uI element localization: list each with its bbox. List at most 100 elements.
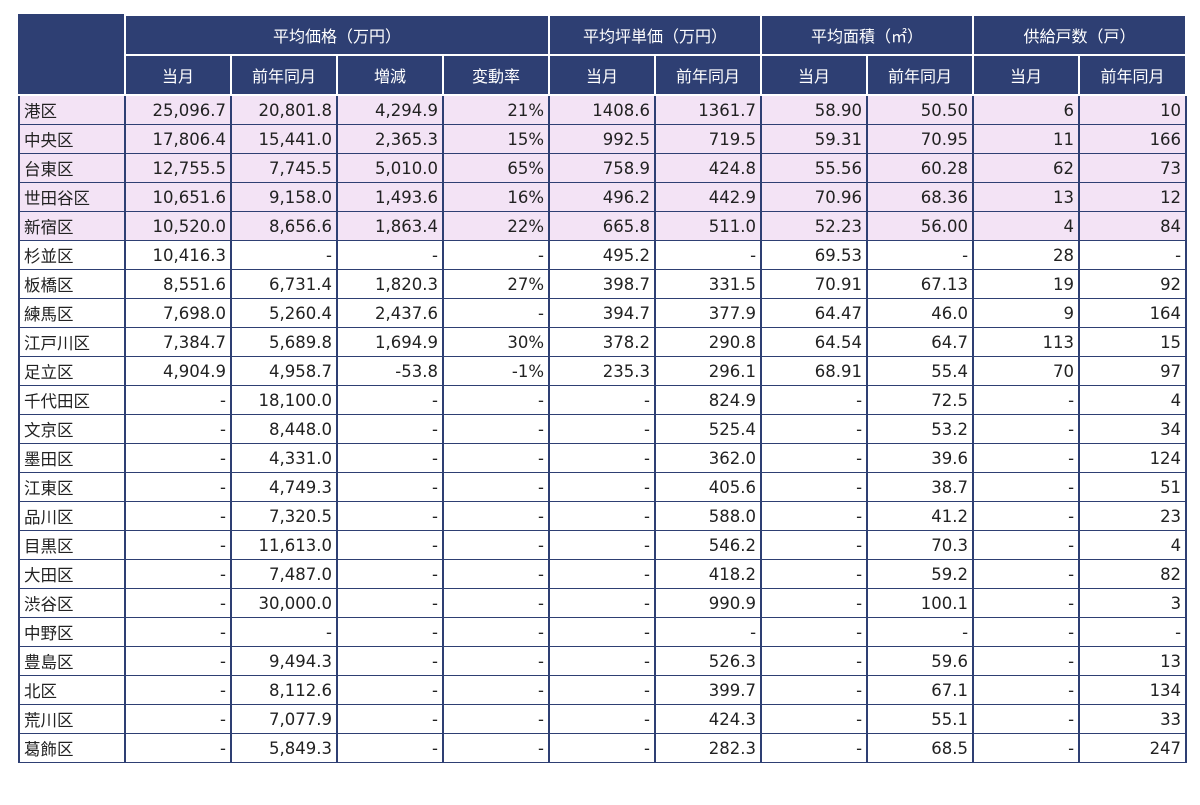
group-header-supply-units: 供給戸数（戸） (972, 14, 1188, 56)
value-cell: 11,613.0 (230, 530, 338, 560)
value-cell: 424.3 (654, 704, 763, 734)
value-cell: 15% (441, 124, 551, 154)
value-cell: - (548, 472, 657, 502)
value-cell: 4 (1078, 385, 1188, 415)
value-cell: - (124, 617, 232, 647)
value-cell: - (760, 443, 869, 473)
sub-header-cell: 前年同月 (654, 54, 763, 96)
ward-name-cell: 北区 (18, 675, 126, 705)
value-cell: 247 (1078, 733, 1188, 763)
value-cell: 82 (1078, 559, 1188, 589)
value-cell: 55.56 (760, 153, 869, 183)
value-cell: 11 (972, 124, 1081, 154)
data-table-wrapper: 平均価格（万円） 平均坪単価（万円） 平均面積（㎡） 供給戸数（戸） 当月 前年… (18, 14, 1188, 763)
value-cell: - (124, 733, 232, 763)
value-cell: - (336, 733, 444, 763)
value-cell: 166 (1078, 124, 1188, 154)
value-cell: 398.7 (548, 269, 657, 299)
value-cell: - (124, 675, 232, 705)
value-cell: - (972, 588, 1081, 618)
ward-price-table: 平均価格（万円） 平均坪単価（万円） 平均面積（㎡） 供給戸数（戸） 当月 前年… (18, 14, 1188, 763)
ward-name-cell: 文京区 (18, 414, 126, 444)
value-cell: 67.1 (866, 675, 975, 705)
value-cell: 4,331.0 (230, 443, 338, 473)
value-cell: 4,294.9 (336, 94, 444, 125)
value-cell: 7,487.0 (230, 559, 338, 589)
value-cell: 70.95 (866, 124, 975, 154)
value-cell: - (760, 646, 869, 676)
sub-header-cell: 前年同月 (1078, 54, 1188, 96)
table-row: 中央区 17,806.4 15,441.0 2,365.3 15% 992.5 719.5 5… (18, 124, 1188, 154)
value-cell: - (548, 646, 657, 676)
value-cell: - (548, 559, 657, 589)
value-cell: 70.96 (760, 182, 869, 212)
table-row: 板橋区 8,551.6 6,731.4 1,820.3 27% 398.7 331.5 70.… (18, 269, 1188, 299)
value-cell: 84 (1078, 211, 1188, 241)
value-cell: 60.28 (866, 153, 975, 183)
ward-name-cell: 中野区 (18, 617, 126, 647)
corner-header-cell (18, 14, 126, 96)
sub-header-cell: 当月 (124, 54, 232, 96)
value-cell: - (866, 240, 975, 270)
value-cell: 824.9 (654, 385, 763, 415)
table-row: 杉並区 10,416.3- - -495.2-69.53-28- (18, 240, 1188, 270)
value-cell: 70 (972, 356, 1081, 386)
value-cell: - (124, 414, 232, 444)
value-cell: - (124, 588, 232, 618)
value-cell: - (972, 646, 1081, 676)
value-cell: 124 (1078, 443, 1188, 473)
value-cell: 424.8 (654, 153, 763, 183)
value-cell: 53.2 (866, 414, 975, 444)
value-cell: 7,745.5 (230, 153, 338, 183)
value-cell: 588.0 (654, 501, 763, 531)
table-row: 江東区 -4,749.3- - -405.6-38.7-51 (18, 472, 1188, 502)
ward-name-cell: 葛飾区 (18, 733, 126, 763)
value-cell: 1361.7 (654, 94, 763, 125)
value-cell: 1408.6 (548, 94, 657, 125)
sub-header-cell: 変動率 (441, 54, 551, 96)
value-cell: - (124, 559, 232, 589)
value-cell: - (972, 443, 1081, 473)
value-cell: - (441, 414, 551, 444)
value-cell: 18,100.0 (230, 385, 338, 415)
table-row: 品川区 -7,320.5- - -588.0-41.2-23 (18, 501, 1188, 531)
ward-name-cell: 練馬区 (18, 298, 126, 328)
value-cell: 5,260.4 (230, 298, 338, 328)
value-cell: 56.00 (866, 211, 975, 241)
value-cell: 30% (441, 327, 551, 357)
ward-name-cell: 品川区 (18, 501, 126, 531)
value-cell: 2,365.3 (336, 124, 444, 154)
value-cell: 9,494.3 (230, 646, 338, 676)
value-cell: - (548, 617, 657, 647)
value-cell: 992.5 (548, 124, 657, 154)
value-cell: - (441, 530, 551, 560)
sub-header-cell: 前年同月 (866, 54, 975, 96)
table-row: 大田区 -7,487.0- - -418.2-59.2-82 (18, 559, 1188, 589)
value-cell: - (548, 530, 657, 560)
value-cell: - (441, 240, 551, 270)
value-cell: 164 (1078, 298, 1188, 328)
sub-header-cell: 前年同月 (230, 54, 338, 96)
value-cell: 64.7 (866, 327, 975, 357)
table-row: 世田谷区 10,651.6 9,158.0 1,493.6 16% 496.2 442.9 7… (18, 182, 1188, 212)
value-cell: 15,441.0 (230, 124, 338, 154)
value-cell: 10,416.3 (124, 240, 232, 270)
ward-name-cell: 足立区 (18, 356, 126, 386)
value-cell: - (336, 501, 444, 531)
value-cell: 4 (1078, 530, 1188, 560)
value-cell: - (548, 414, 657, 444)
sub-header-cell: 当月 (760, 54, 869, 96)
value-cell: 41.2 (866, 501, 975, 531)
table-row: 港区 25,096.7 20,801.8 4,294.9 21% 1408.6 1361.7… (18, 94, 1188, 125)
value-cell: - (760, 414, 869, 444)
ward-name-cell: 中央区 (18, 124, 126, 154)
value-cell: - (760, 675, 869, 705)
value-cell: 19 (972, 269, 1081, 299)
table-row: 中野区 - - - - - - - - - - (18, 617, 1188, 647)
table-row: 荒川区 -7,077.9- - -424.3-55.1-33 (18, 704, 1188, 734)
value-cell: 378.2 (548, 327, 657, 357)
value-cell: - (548, 501, 657, 531)
value-cell: 73 (1078, 153, 1188, 183)
value-cell: - (441, 646, 551, 676)
value-cell: 27% (441, 269, 551, 299)
